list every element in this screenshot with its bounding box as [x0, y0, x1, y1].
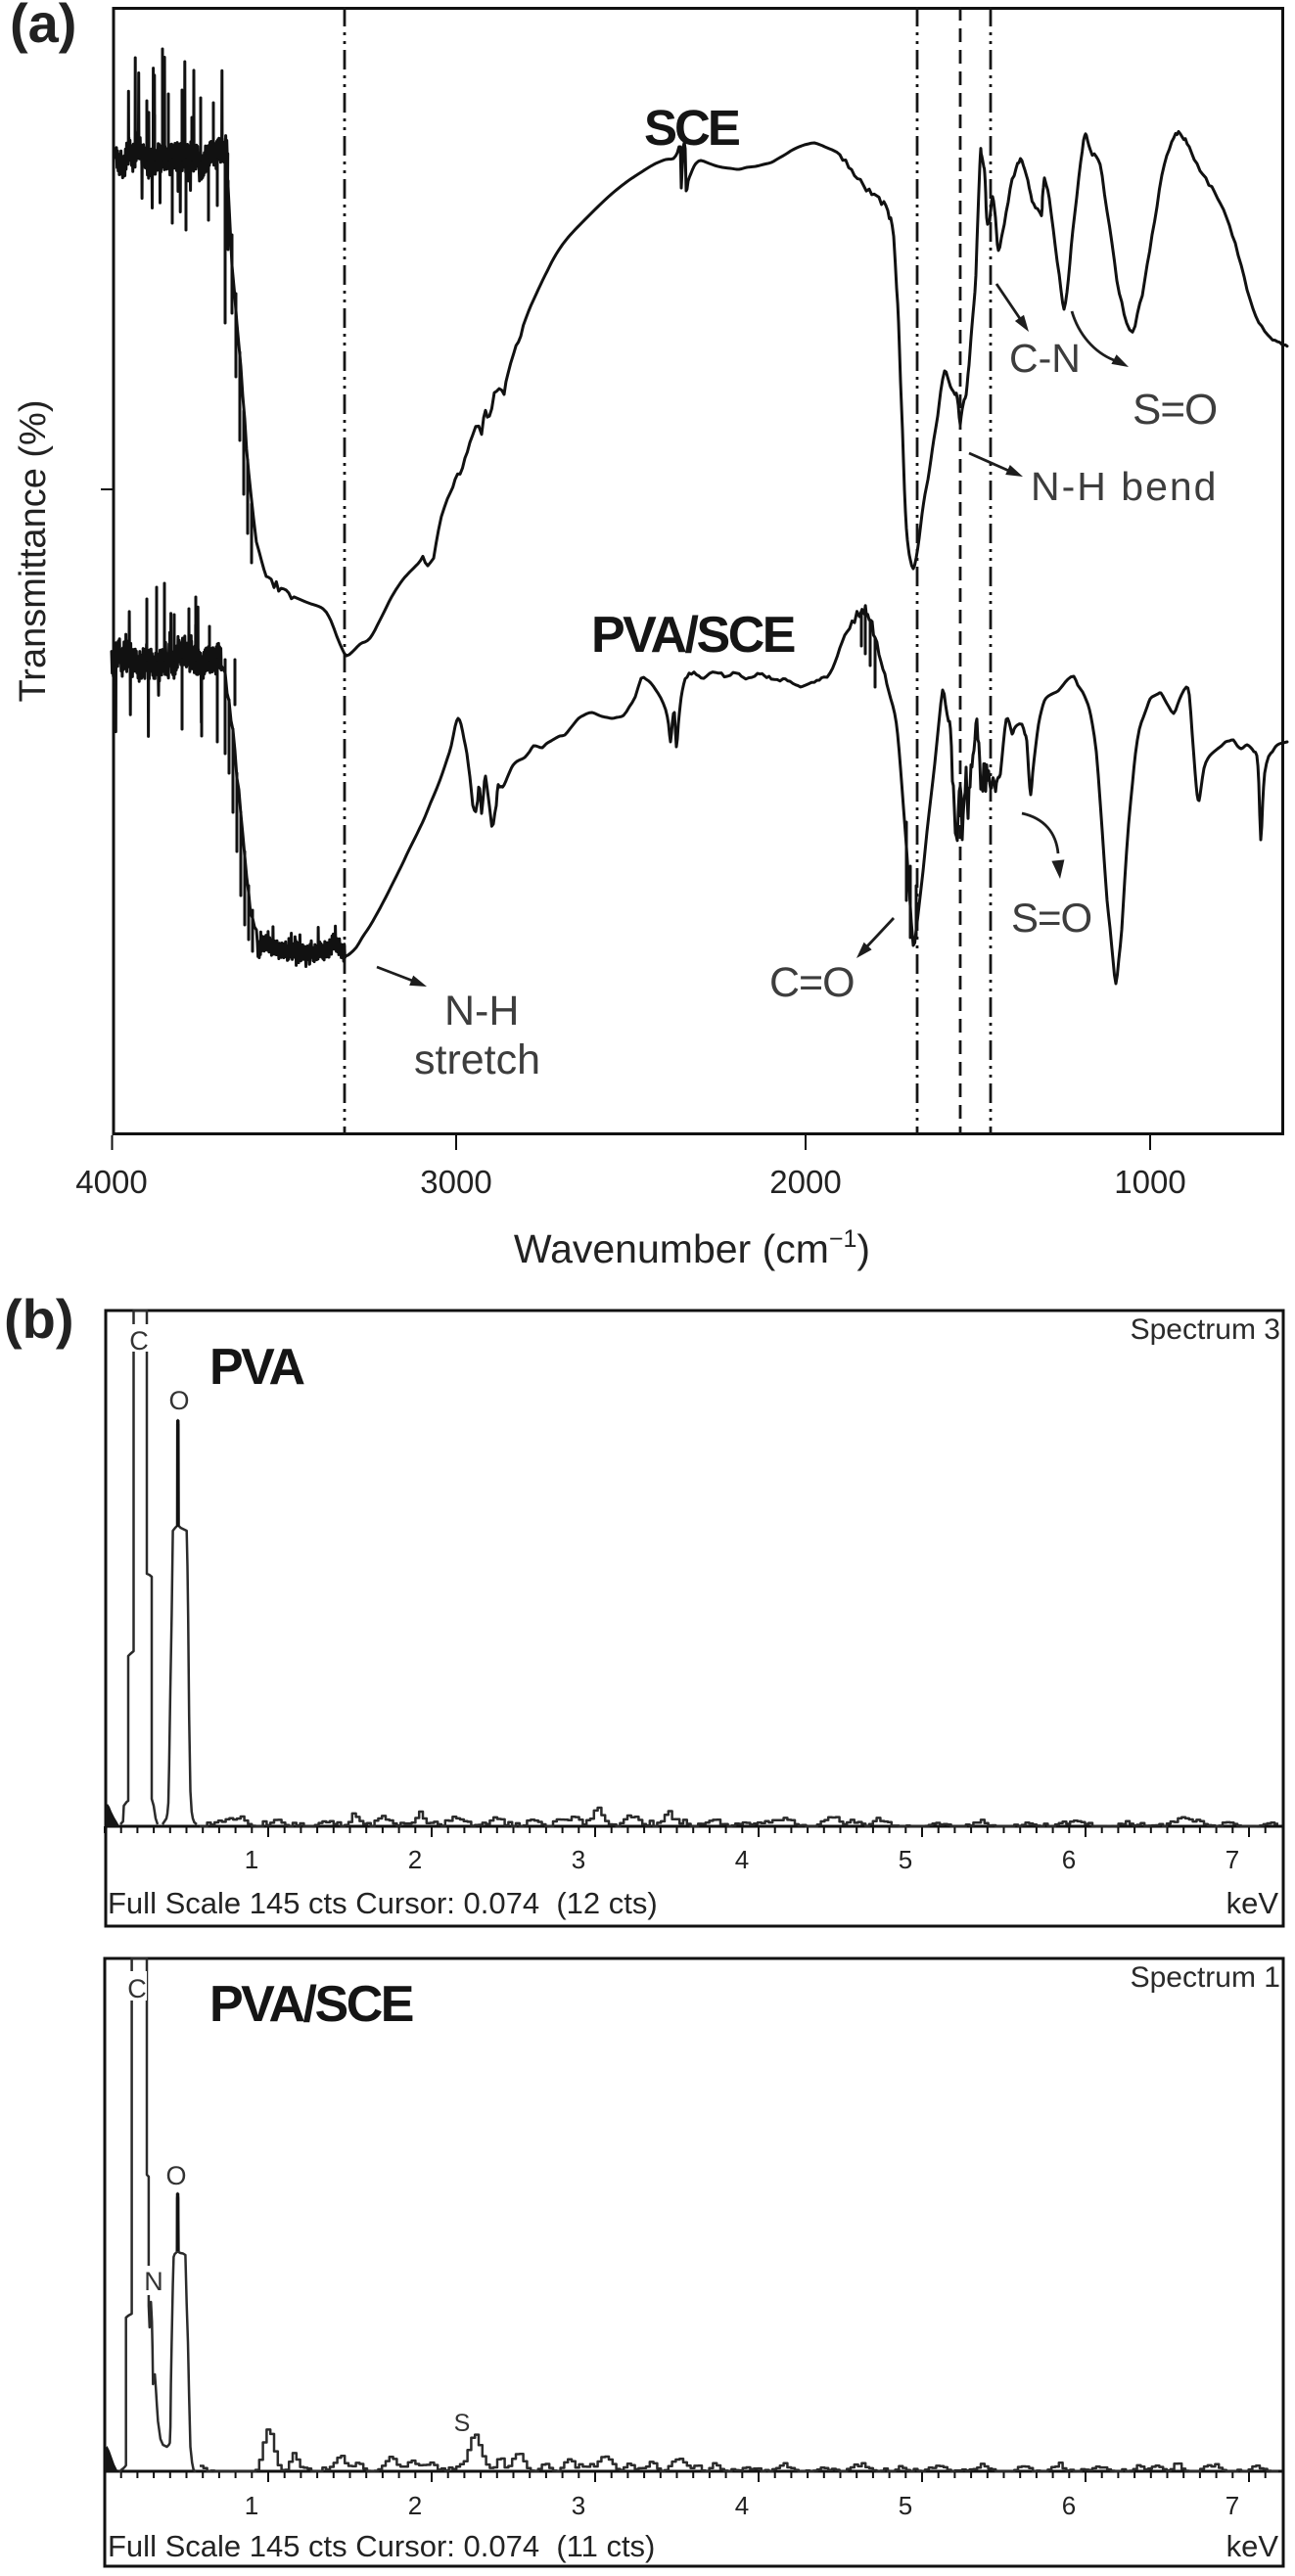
- svg-text:Spectrum 3: Spectrum 3: [1131, 1313, 1280, 1346]
- svg-text:O: O: [165, 2161, 186, 2190]
- svg-text:keV: keV: [1226, 2529, 1279, 2563]
- svg-text:C-N: C-N: [1009, 336, 1081, 381]
- svg-text:PVA/SCE: PVA/SCE: [591, 607, 795, 664]
- svg-text:PVA: PVA: [209, 1339, 305, 1396]
- svg-text:(a): (a): [10, 0, 76, 54]
- svg-text:2000: 2000: [769, 1164, 841, 1200]
- svg-text:N-H bend: N-H bend: [1031, 464, 1218, 509]
- svg-text:6: 6: [1062, 2491, 1076, 2520]
- svg-text:5: 5: [899, 2491, 912, 2520]
- svg-text:(b): (b): [4, 1288, 74, 1350]
- svg-text:Full Scale 145 cts Cursor: 0.0: Full Scale 145 cts Cursor: 0.074 (11 cts…: [108, 2529, 655, 2563]
- svg-text:N-H: N-H: [444, 988, 519, 1035]
- svg-text:4: 4: [735, 1845, 749, 1874]
- svg-text:6: 6: [1062, 1845, 1076, 1874]
- svg-text:5: 5: [899, 1845, 912, 1874]
- svg-text:C: C: [129, 1326, 149, 1356]
- svg-text:Full Scale 145 cts Cursor: 0.0: Full Scale 145 cts Cursor: 0.074 (12 cts…: [108, 1886, 658, 1920]
- svg-text:1: 1: [245, 2491, 258, 2520]
- svg-text:C=O: C=O: [769, 959, 855, 1006]
- svg-text:3000: 3000: [420, 1164, 491, 1200]
- svg-text:keV: keV: [1226, 1886, 1279, 1920]
- svg-text:S=O: S=O: [1011, 895, 1091, 941]
- svg-text:Transmittance (%): Transmittance (%): [13, 400, 54, 703]
- svg-text:S: S: [454, 2410, 471, 2437]
- svg-text:7: 7: [1226, 2491, 1239, 2520]
- svg-text:N: N: [144, 2267, 163, 2296]
- svg-text:7: 7: [1226, 1845, 1239, 1874]
- svg-text:3: 3: [572, 2491, 585, 2520]
- svg-text:4: 4: [735, 2491, 749, 2520]
- svg-text:stretch: stretch: [414, 1036, 540, 1083]
- svg-text:O: O: [168, 1386, 189, 1415]
- svg-text:PVA/SCE: PVA/SCE: [209, 1976, 413, 2033]
- svg-text:4000: 4000: [75, 1164, 147, 1200]
- svg-text:1: 1: [245, 1845, 258, 1874]
- svg-text:3: 3: [572, 1845, 585, 1874]
- svg-text:Spectrum 1: Spectrum 1: [1131, 1961, 1280, 1994]
- svg-text:2: 2: [408, 1845, 422, 1874]
- svg-text:2: 2: [408, 2491, 422, 2520]
- svg-text:Wavenumber (cm−1): Wavenumber (cm−1): [514, 1225, 870, 1271]
- svg-text:SCE: SCE: [644, 100, 740, 156]
- svg-text:1000: 1000: [1114, 1164, 1185, 1200]
- svg-text:C: C: [127, 1974, 147, 2003]
- svg-text:S=O: S=O: [1133, 386, 1217, 434]
